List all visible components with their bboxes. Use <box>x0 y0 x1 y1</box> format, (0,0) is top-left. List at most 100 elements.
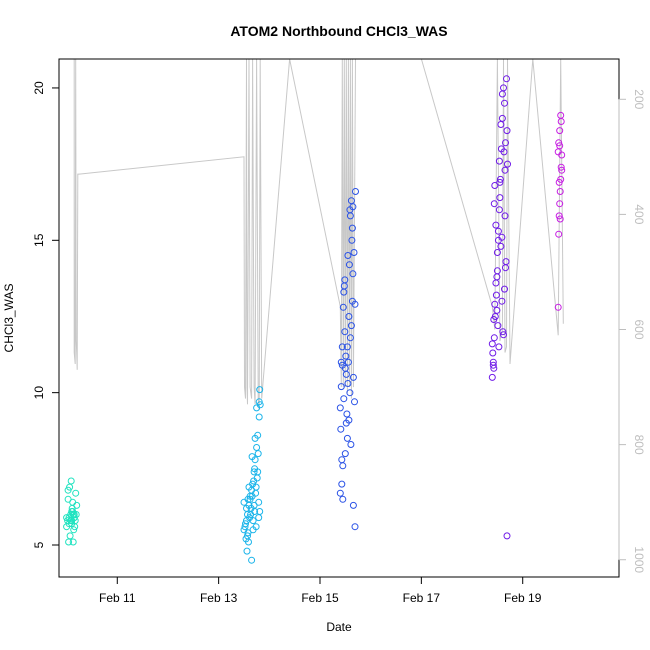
data-point-series-4 <box>495 157 503 165</box>
data-point-series-4 <box>498 233 506 241</box>
data-point-series-4 <box>501 166 509 174</box>
data-point-series-2 <box>240 498 248 506</box>
data-point-series-3 <box>346 206 354 214</box>
data-point-series-1 <box>66 532 74 540</box>
data-point-series-4 <box>503 127 511 135</box>
data-point-series-2 <box>249 517 257 525</box>
data-point-series-3 <box>342 352 350 360</box>
data-point-series-4 <box>492 291 500 299</box>
data-point-series-2 <box>254 450 262 458</box>
data-point-series-5 <box>557 118 565 125</box>
data-point-series-3 <box>339 495 347 503</box>
data-point-series-2 <box>244 532 251 540</box>
x-tick-label: Feb 13 <box>200 591 238 605</box>
data-point-series-3 <box>351 398 358 406</box>
data-point-series-5 <box>556 127 564 135</box>
data-point-series-4 <box>502 139 509 147</box>
data-point-series-4 <box>489 361 497 369</box>
data-point-series-5 <box>554 303 562 311</box>
data-point-series-1 <box>72 489 80 497</box>
data-point-series-3 <box>349 501 357 509</box>
y-tick-label: 15 <box>32 233 46 247</box>
data-point-series-2 <box>248 556 256 564</box>
data-point-series-3 <box>339 303 347 311</box>
data-point-series-1 <box>71 523 79 531</box>
data-point-series-4 <box>502 258 510 266</box>
x-axis-label: Date <box>326 620 352 634</box>
data-point-series-4 <box>494 322 502 330</box>
data-point-series-1 <box>64 486 72 494</box>
data-point-series-1 <box>72 511 80 518</box>
data-point-series-3 <box>339 462 347 470</box>
data-point-series-5 <box>555 212 563 220</box>
data-point-series-2 <box>242 520 249 528</box>
data-point-series-4 <box>503 75 510 83</box>
y-tick-label: 5 <box>32 541 46 548</box>
data-point-series-3 <box>338 480 346 488</box>
data-point-series-3 <box>349 373 357 381</box>
data-point-series-2 <box>251 508 259 515</box>
data-point-series-3 <box>338 343 346 351</box>
data-point-series-4 <box>489 349 497 357</box>
data-point-series-3 <box>349 270 357 278</box>
plot-frame <box>58 58 620 578</box>
data-point-series-3 <box>343 343 351 351</box>
secondary-y-axis: 200 400 600 800 1000 <box>618 89 646 573</box>
data-point-series-4 <box>488 340 496 348</box>
data-point-series-3 <box>345 313 353 320</box>
data-point-series-3 <box>345 261 353 269</box>
data-point-series-2 <box>253 404 261 412</box>
y2-tick-label: 400 <box>632 204 646 224</box>
data-point-series-4 <box>492 279 500 287</box>
data-point-series-3 <box>342 370 350 378</box>
data-point-series-4 <box>498 90 506 98</box>
data-point-series-4 <box>495 206 503 214</box>
data-point-series-3 <box>350 249 358 256</box>
data-point-series-2 <box>244 495 252 503</box>
data-point-series-4 <box>498 297 506 305</box>
data-point-series-3 <box>341 328 349 336</box>
y2-tick-label: 1000 <box>632 546 646 573</box>
data-point-series-4 <box>490 316 498 323</box>
data-point-series-3 <box>351 300 359 308</box>
data-point-series-4 <box>503 532 511 540</box>
data-point-series-3 <box>338 361 346 369</box>
chart-title: ATOM2 Northbound CHCl3_WAS <box>230 23 447 39</box>
altitude-trace-layer <box>73 58 564 411</box>
data-point-series-3 <box>337 383 345 391</box>
data-point-series-1 <box>69 498 77 506</box>
data-point-series-4 <box>491 182 499 189</box>
data-point-series-3 <box>346 334 354 342</box>
y-tick-label: 20 <box>32 81 46 95</box>
y-tick-label: 10 <box>32 386 46 400</box>
data-point-series-4 <box>493 306 501 314</box>
data-point-series-4 <box>499 328 507 336</box>
data-point-series-5 <box>558 166 566 174</box>
y-axis: 5 10 15 20 <box>32 81 59 548</box>
data-point-series-5 <box>555 230 563 238</box>
data-point-series-3 <box>344 380 352 387</box>
data-point-series-4 <box>504 160 511 168</box>
data-point-series-3 <box>341 450 349 458</box>
x-tick-label: Feb 15 <box>301 591 339 605</box>
data-point-series-3 <box>336 404 344 412</box>
x-axis: Feb 11 Feb 13 Feb 15 Feb 17 Feb 19 <box>99 577 542 605</box>
data-point-series-2 <box>250 468 258 476</box>
data-point-series-2 <box>253 444 261 451</box>
data-point-series-2 <box>248 453 256 461</box>
data-point-series-3 <box>336 489 344 497</box>
x-tick-label: Feb 17 <box>403 591 441 605</box>
data-point-series-2 <box>255 398 263 406</box>
data-point-series-3 <box>340 395 348 403</box>
data-point-series-5 <box>555 139 563 147</box>
data-point-series-2 <box>256 386 264 394</box>
data-point-series-3 <box>347 441 355 448</box>
y2-tick-label: 200 <box>632 89 646 109</box>
data-point-series-4 <box>494 227 502 235</box>
data-point-series-3 <box>340 288 348 296</box>
data-point-series-2 <box>254 468 262 476</box>
data-point-series-1 <box>70 526 78 534</box>
data-points-layer <box>63 75 566 564</box>
data-point-series-3 <box>337 425 345 433</box>
